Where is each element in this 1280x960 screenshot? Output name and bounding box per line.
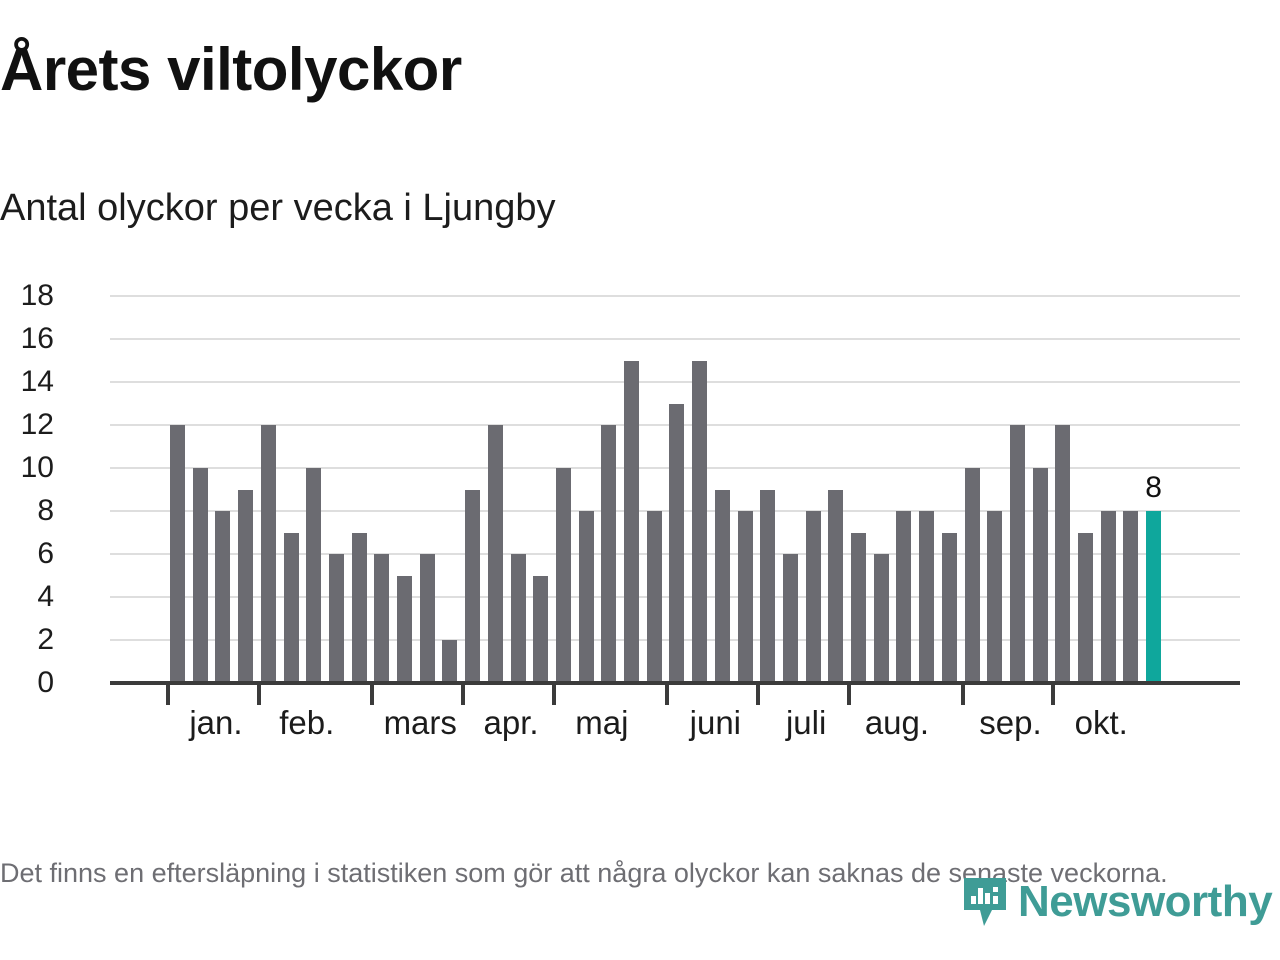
bar[interactable] (1032, 468, 1048, 683)
bar[interactable] (624, 360, 639, 683)
bar[interactable] (692, 360, 708, 683)
bar-series: 8 (170, 296, 1240, 683)
y-axis-tick-label: 0 (37, 666, 54, 699)
bar[interactable] (941, 532, 957, 683)
gridline (110, 338, 1240, 340)
month-label: mars (383, 704, 457, 741)
newsworthy-wordmark: Newsworthy (1018, 877, 1273, 926)
bar[interactable] (782, 554, 798, 683)
bar[interactable] (896, 511, 912, 683)
newsworthy-logo[interactable]: Newsworthy (962, 876, 1273, 928)
month-label: okt. (1074, 704, 1128, 741)
plot-area: 0 2 4 6 8 10 12 14 16 18 8 (21, 281, 1240, 698)
bar[interactable] (805, 511, 821, 683)
bar[interactable] (828, 489, 844, 683)
chart-subtitle: Antal olyckor per vecka i Ljungby (0, 187, 556, 229)
bar[interactable] (964, 468, 980, 683)
bar[interactable] (442, 640, 458, 683)
x-axis-tick (665, 683, 670, 705)
bar[interactable] (487, 425, 503, 683)
bar[interactable] (328, 554, 344, 683)
bar[interactable] (533, 575, 549, 683)
x-axis-month-labels: jan. feb. mars apr. maj juni juli aug. sep. okt. (110, 706, 1240, 752)
bar[interactable] (215, 511, 231, 683)
bar[interactable] (1100, 511, 1116, 683)
bar[interactable] (1055, 425, 1071, 683)
month-label: feb. (279, 704, 335, 741)
bar-highlighted[interactable]: 8 (1145, 473, 1162, 683)
bar[interactable] (1123, 511, 1139, 683)
month-label: juli (785, 704, 827, 741)
x-axis-tick (461, 683, 466, 705)
bar[interactable] (397, 575, 412, 683)
bar[interactable] (374, 554, 390, 683)
bar[interactable] (465, 489, 481, 683)
bar-value-label: 8 (1145, 471, 1162, 504)
x-axis-tick (166, 683, 170, 705)
bar[interactable] (669, 403, 685, 683)
bar[interactable] (351, 532, 367, 683)
newsworthy-bars-icon (962, 876, 1008, 928)
bar[interactable] (510, 554, 526, 683)
gridline (110, 295, 1240, 297)
month-label: aug. (864, 704, 930, 741)
x-axis-tick (847, 683, 851, 705)
x-axis-tick (370, 683, 375, 705)
bar[interactable] (646, 511, 662, 683)
month-label: jan. (189, 704, 243, 741)
month-label: sep. (979, 704, 1042, 741)
bar[interactable] (1078, 532, 1093, 683)
y-axis-tick-label: 18 (20, 279, 54, 312)
bar[interactable] (238, 489, 254, 683)
gridline (110, 381, 1240, 383)
bar[interactable] (578, 511, 594, 683)
bar[interactable] (283, 532, 299, 683)
bar[interactable] (192, 468, 208, 683)
y-axis-tick-label: 14 (20, 365, 54, 398)
bar[interactable] (987, 511, 1003, 683)
page-title: Årets viltolyckor (0, 36, 462, 103)
bar[interactable] (737, 511, 753, 683)
y-axis-tick-label: 10 (20, 451, 54, 484)
x-axis-tick (551, 683, 556, 705)
y-axis-tick-label: 16 (20, 322, 54, 355)
bar[interactable] (306, 468, 322, 683)
month-label: apr. (483, 704, 539, 741)
x-axis-tick (1051, 683, 1056, 705)
y-axis-tick-label: 2 (37, 623, 54, 656)
bar[interactable] (714, 489, 730, 683)
bar[interactable] (419, 554, 435, 683)
bar[interactable] (170, 425, 185, 683)
bar[interactable] (851, 532, 866, 683)
bar-chart: 0 2 4 6 8 10 12 14 16 18 8 jan. feb. mars apr. maj jun… (0, 278, 1280, 778)
y-axis-tick-label: 12 (20, 408, 54, 441)
x-axis-tick (960, 683, 965, 705)
bar[interactable] (555, 468, 571, 683)
y-axis-tick-label: 4 (37, 580, 54, 613)
x-axis-line (110, 681, 1240, 685)
x-axis-ticks (110, 683, 1240, 709)
x-axis-tick (756, 683, 761, 705)
y-axis-tick-label: 6 (37, 537, 54, 570)
bar[interactable] (1009, 425, 1025, 683)
month-label: maj (575, 704, 629, 741)
bar[interactable] (760, 489, 776, 683)
x-axis-tick (256, 683, 261, 705)
bar[interactable] (919, 511, 935, 683)
bar[interactable] (873, 554, 889, 683)
bar[interactable] (260, 425, 276, 683)
month-label: juni (689, 704, 742, 741)
bar[interactable] (601, 425, 617, 683)
y-axis-tick-label: 8 (37, 494, 54, 527)
